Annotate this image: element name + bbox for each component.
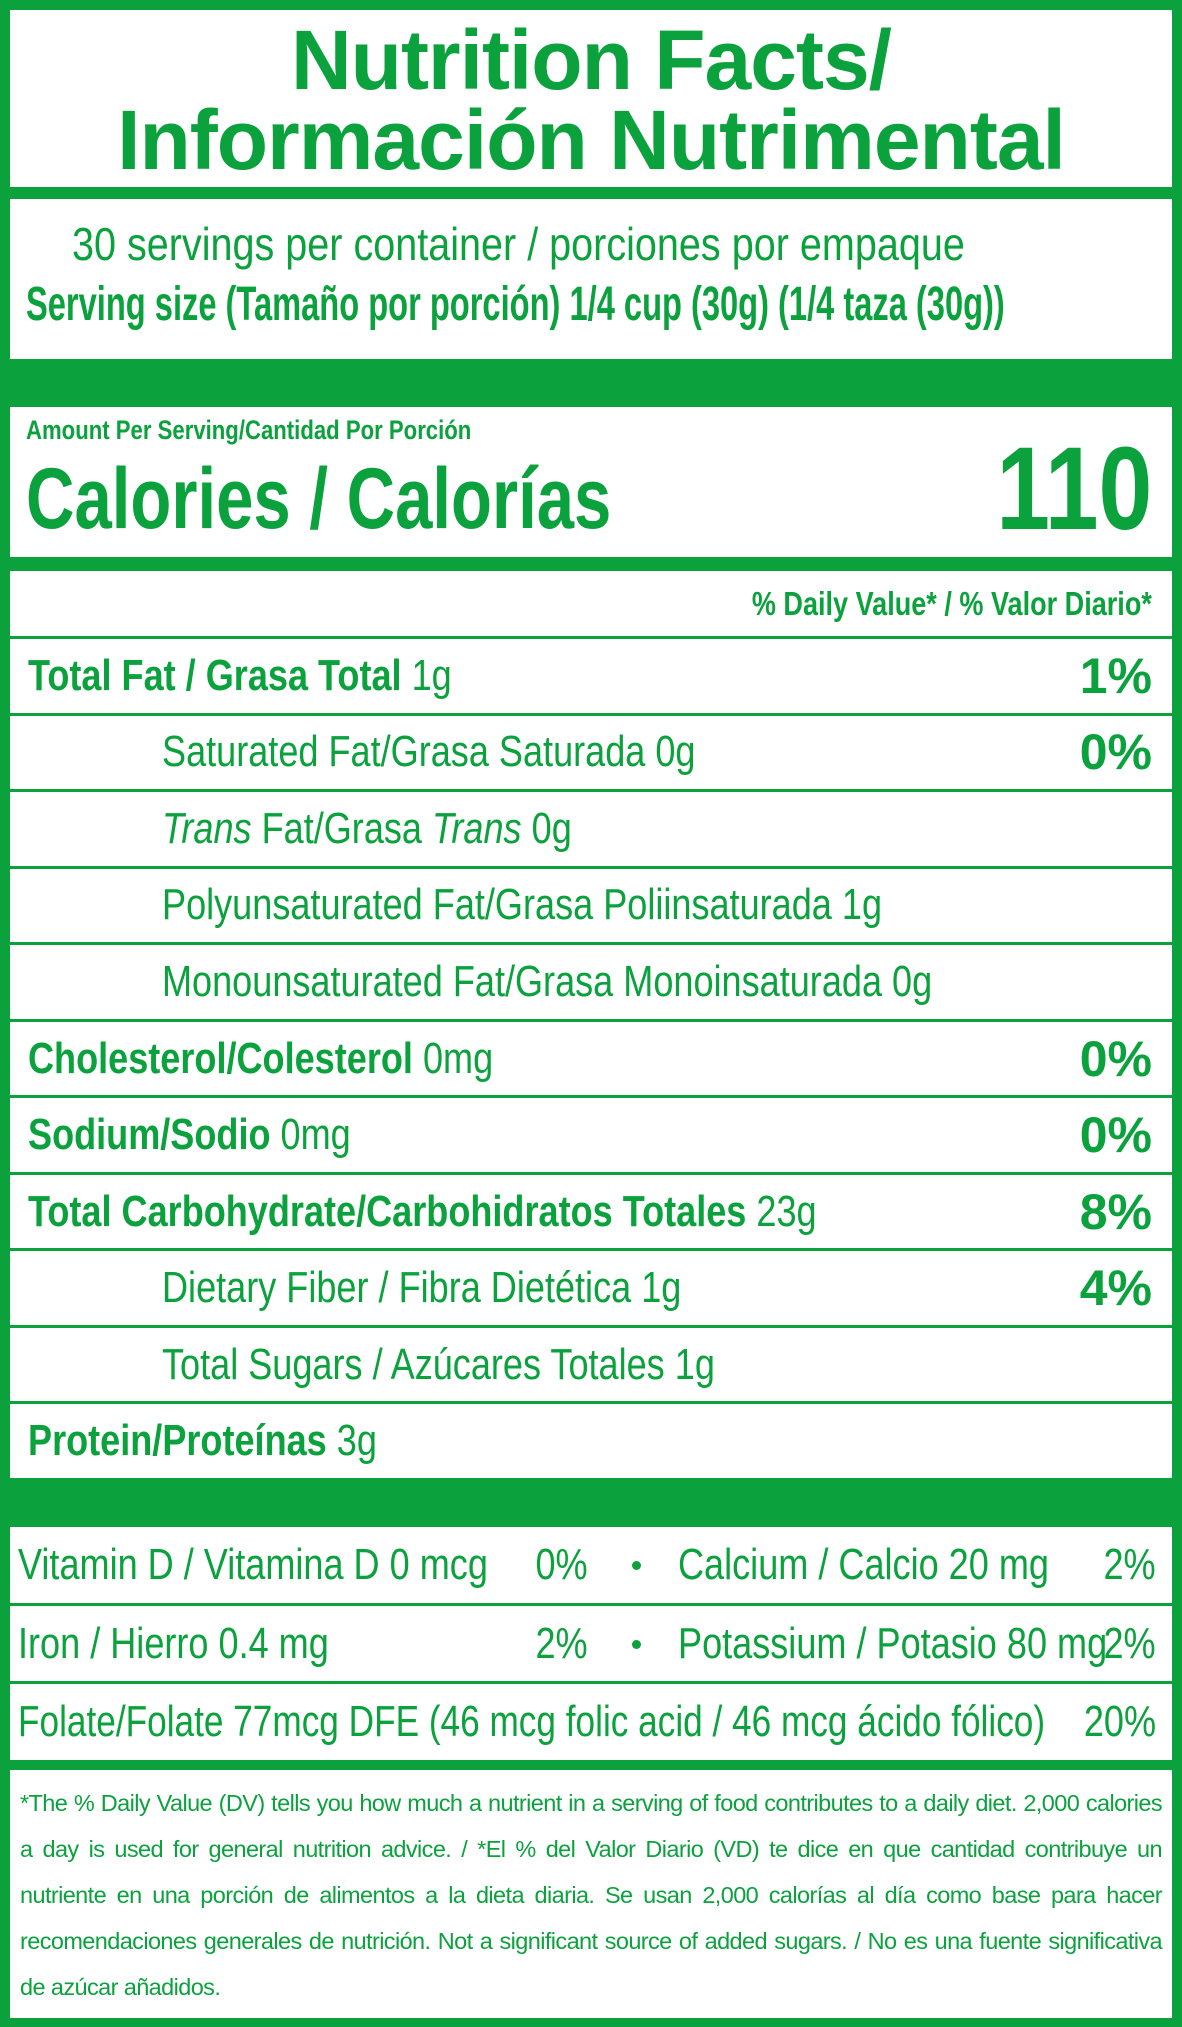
nutrient-row: Trans Fat/Grasa Trans 0g — [10, 792, 1172, 866]
footnote: *The % Daily Value (DV) tells you how mu… — [10, 1770, 1172, 2018]
nutrient-amount: 3g — [336, 1416, 377, 1466]
nutrient-text: Monounsaturated Fat/Grasa Monoinsaturada… — [162, 956, 933, 1006]
calories-label: Calories / Calorías — [26, 451, 612, 547]
daily-value: 0% — [1079, 1107, 1152, 1164]
name-part: Trans — [162, 803, 252, 853]
nutrient-row: Total Carbohydrate/Carbohidratos Totales… — [10, 1174, 1172, 1249]
daily-value: 4% — [1079, 1260, 1152, 1317]
nutrient-name: Saturated Fat/Grasa Saturada 0g — [162, 727, 696, 777]
nutrient-table: % Daily Value* / % Valor Diario* Total F… — [10, 571, 1172, 1479]
dv-header-row: % Daily Value* / % Valor Diario* — [10, 571, 1172, 636]
vitamin-name: Calcium / Calcio 20 mg — [678, 1539, 1049, 1589]
vitamin-dv: 2% — [1103, 1539, 1156, 1589]
nutrient-row: Cholesterol/Colesterol 0mg 0% — [10, 1021, 1172, 1096]
nutrient-label: Cholesterol/Colesterol 0mg — [28, 1033, 595, 1083]
nutrient-text: Polyunsaturated Fat/Grasa Poliinsaturada… — [162, 881, 882, 929]
nutrient-label: Polyunsaturated Fat/Grasa Poliinsaturada… — [162, 881, 1040, 929]
dv-header: % Daily Value* / % Valor Diario* — [751, 585, 1152, 622]
nutrient-text: Saturated Fat/Grasa Saturada 0g — [162, 728, 696, 776]
vitamin-name: Folate/Folate 77mcg DFE (46 mcg folic ac… — [18, 1697, 1046, 1747]
vitamin-row: Vitamin D / Vitamina D 0 mcg 0% Calcium / … — [10, 1527, 1172, 1603]
daily-value: 8% — [1079, 1183, 1152, 1240]
nutrient-row: Polyunsaturated Fat/Grasa Poliinsaturada… — [10, 868, 1172, 943]
nutrient-amount: 1g — [411, 650, 452, 700]
title: Nutrition Facts/ — [290, 13, 892, 107]
nutrient-row: Protein/Proteínas 3g — [10, 1404, 1172, 1479]
nutrient-text: Dietary Fiber / Fibra Dietética 1g — [162, 1264, 681, 1312]
nutrient-row: Total Sugars / Azúcares Totales 1g — [10, 1327, 1172, 1402]
vitamin-row: Folate/Folate 77mcg DFE (46 mcg folic ac… — [10, 1684, 1172, 1761]
nutrient-name: Sodium/Sodio — [28, 1110, 271, 1160]
amount-per-serving: Amount Per Serving/Cantidad Por Porción — [26, 415, 472, 445]
nutrient-text: Trans Fat/Grasa Trans 0g — [162, 803, 572, 853]
nutrient-label: Saturated Fat/Grasa Saturada 0g — [162, 728, 813, 776]
nutrient-amount: 23g — [756, 1186, 817, 1236]
nutrient-text: Protein/Proteínas 3g — [28, 1417, 377, 1465]
vitamin-dv: 0% — [535, 1539, 588, 1589]
nutrient-name: Total Carbohydrate/Carbohidratos Totales — [28, 1186, 747, 1236]
nutrient-text: Sodium/Sodio 0mg — [28, 1111, 351, 1159]
daily-value: 0% — [1079, 724, 1152, 781]
text: 30 servings per container / porciones po… — [71, 218, 965, 270]
nutrient-amount: 0mg — [280, 1110, 351, 1160]
nutrient-row: Monounsaturated Fat/Grasa Monoinsaturada… — [10, 945, 1172, 1019]
nutrient-row: Sodium/Sodio 0mg 0% — [10, 1098, 1172, 1172]
nutrient-text: Cholesterol/Colesterol 0mg — [28, 1033, 494, 1083]
daily-value: 1% — [1079, 647, 1152, 704]
vitamin-name: Vitamin D / Vitamina D 0 mcg — [18, 1539, 488, 1589]
calories-box: Amount Per Serving/Cantidad Por Porción … — [10, 407, 1172, 557]
nutrient-row: Total Fat / Grasa Total 1g 1% — [10, 639, 1172, 713]
bullet — [632, 1560, 641, 1570]
nutrient-name: Total Fat / Grasa Total — [28, 650, 402, 700]
vitamin-name: Iron / Hierro 0.4 mg — [18, 1618, 329, 1668]
nutrient-label: Trans Fat/Grasa Trans 0g — [162, 803, 662, 853]
nutrient-name: Total Sugars / Azúcares Totales 1g — [162, 1339, 715, 1389]
nutrient-label: Protein/Proteínas 3g — [28, 1417, 454, 1465]
nutrient-text: Total Carbohydrate/Carbohidratos Totales… — [28, 1186, 817, 1236]
nutrient-name: Dietary Fiber / Fibra Dietética 1g — [162, 1263, 682, 1313]
nutrient-label: Sodium/Sodio 0mg — [28, 1111, 422, 1159]
nutrient-name: Monounsaturated Fat/Grasa Monoinsaturada… — [162, 956, 933, 1006]
serving-size: Serving size (Tamaño por porción) 1/4 cu… — [26, 275, 1156, 335]
nutrient-name: Polyunsaturated Fat/Grasa Poliinsaturada… — [162, 880, 883, 930]
servings-box: 30 servings per container / porciones po… — [10, 199, 1172, 359]
vitamin-dv: 2% — [1103, 1618, 1156, 1668]
text: Serving size (Tamaño por porción) 1/4 cu… — [26, 278, 1005, 331]
nutrient-name: Cholesterol/Colesterol — [28, 1033, 413, 1083]
servings-per-container: 30 servings per container / porciones po… — [26, 213, 1156, 275]
vitamin-dv: 20% — [1083, 1697, 1156, 1747]
title-box: Nutrition Facts/ Información Nutrimental — [10, 10, 1172, 187]
name-part: Fat/Grasa — [261, 803, 423, 853]
name-part: Trans — [432, 803, 522, 853]
bullet — [632, 1639, 641, 1649]
vitamin-row: Iron / Hierro 0.4 mg 2% Potassium / Potasi… — [10, 1605, 1172, 1682]
nutrient-row: Saturated Fat/Grasa Saturada 0g 0% — [10, 715, 1172, 790]
nutrient-row: Dietary Fiber / Fibra Dietética 1g 4% — [10, 1251, 1172, 1325]
daily-value: 0% — [1079, 1030, 1152, 1087]
calories-value: 110 — [995, 423, 1152, 555]
nutrient-label: Dietary Fiber / Fibra Dietética 1g — [162, 1264, 795, 1312]
nutrient-label: Total Sugars / Azúcares Totales 1g — [162, 1339, 836, 1389]
name-part: 0g — [531, 803, 572, 853]
nutrient-label: Monounsaturated Fat/Grasa Monoinsaturada… — [162, 956, 1101, 1006]
vitamin-table: Vitamin D / Vitamina D 0 mcg 0% Calcium / … — [10, 1527, 1172, 1761]
vitamin-dv: 2% — [535, 1618, 588, 1668]
nutrient-name: Protein/Proteínas — [28, 1416, 327, 1466]
nutrient-label: Total Fat / Grasa Total 1g — [28, 650, 545, 700]
nutrient-text: Total Sugars / Azúcares Totales 1g — [162, 1339, 715, 1389]
nutrient-label: Total Carbohydrate/Carbohidratos Totales… — [28, 1186, 990, 1236]
nutrient-text: Total Fat / Grasa Total 1g — [28, 650, 452, 700]
vitamin-name: Potassium / Potasio 80 mg — [678, 1618, 1108, 1668]
nutrient-amount: 0mg — [422, 1033, 494, 1083]
title: Información Nutrimental — [117, 93, 1066, 187]
